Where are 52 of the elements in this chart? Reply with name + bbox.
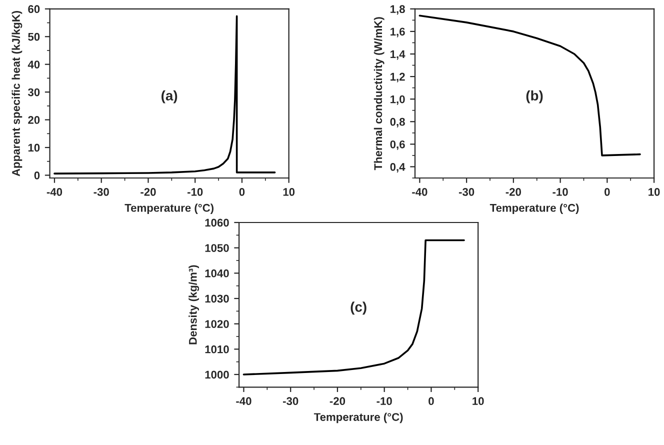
line-series	[418, 14, 641, 156]
y-tick-label: 0,8	[390, 118, 405, 128]
y-tick-label: 60	[28, 5, 40, 14]
x-tick-label: -20	[330, 397, 346, 406]
x-tick-label: 10	[472, 397, 484, 406]
x-tick-label: 0	[428, 397, 434, 406]
x-tick-label: -40	[236, 397, 252, 406]
y-axis-title: Thermal conductivity (W/mK)	[374, 17, 384, 170]
y-tick-label: 0,6	[390, 140, 405, 150]
y-tick-label: 1040	[205, 269, 229, 278]
y-tick-label: 0,4	[390, 162, 406, 172]
y-tick-label: 10	[28, 144, 40, 152]
y-tick-label: 0	[34, 171, 40, 180]
y-tick-label: 1,8	[390, 5, 405, 15]
x-tick-label: -10	[188, 188, 203, 196]
x-tick-label: 0	[604, 188, 610, 196]
x-tick-label: -40	[412, 188, 428, 196]
x-tick-label: -20	[140, 188, 156, 196]
x-tick-label: 10	[648, 188, 660, 196]
y-tick-label: 1010	[205, 345, 229, 354]
x-tick-label: -30	[94, 188, 109, 196]
x-tick-label: -30	[458, 188, 474, 196]
y-tick-label: 1000	[205, 370, 229, 379]
x-tick-label: -20	[506, 188, 522, 196]
y-tick-label: 1,4	[390, 50, 406, 60]
line-series	[54, 15, 276, 174]
y-tick-label: 1,0	[390, 95, 405, 105]
y-tick-label: 1020	[205, 320, 229, 328]
x-axis-title: Temperature (°C)	[124, 204, 214, 214]
x-tick-label: 0	[239, 188, 245, 196]
x-tick-label: -30	[283, 397, 298, 406]
y-tick-label: 1050	[205, 244, 229, 252]
annotation: (b)	[526, 90, 543, 104]
x-tick-label: 10	[283, 188, 295, 196]
y-tick-label: 30	[28, 88, 40, 96]
y-tick-label: 1060	[205, 218, 229, 227]
x-axis-title: Temperature (°C)	[490, 204, 579, 214]
x-axis-title: Temperature (°C)	[314, 412, 403, 424]
annotation: (a)	[162, 90, 178, 104]
y-tick-label: 1,6	[390, 28, 405, 38]
x-tick-label: -40	[46, 188, 62, 196]
y-tick-label: 20	[28, 116, 40, 124]
x-tick-label: -10	[376, 397, 392, 406]
y-tick-label: 1030	[205, 294, 229, 303]
x-tick-label: -10	[552, 188, 568, 196]
y-axis-title: Apparent specific heat (kJ/kgK)	[12, 10, 22, 176]
y-tick-label: 40	[28, 60, 40, 68]
annotation: (c)	[350, 302, 366, 315]
y-tick-label: 1,2	[390, 72, 405, 82]
y-tick-label: 50	[28, 32, 40, 41]
y-axis-title: Density (kg/m³)	[188, 265, 200, 344]
line-series	[242, 239, 465, 376]
